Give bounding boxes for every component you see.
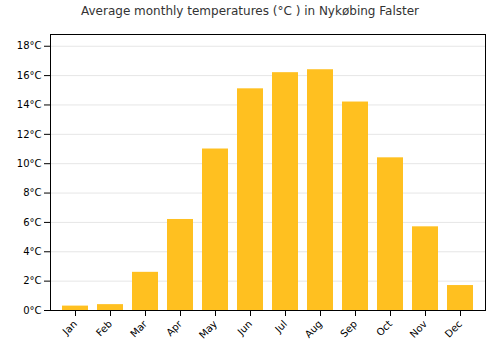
svg-text:Mar: Mar (128, 318, 150, 340)
html-text:Average monthly temperatures (: Average monthly temperatures (°C ) in Ny… (81, 4, 419, 18)
svg-text:Apr: Apr (164, 318, 185, 339)
svg-text:Aug: Aug (303, 318, 325, 340)
svg-text:10°C: 10°C (17, 158, 42, 169)
svg-text:Feb: Feb (94, 318, 114, 338)
svg-text:2°C: 2°C (23, 275, 41, 286)
svg-text:18°C: 18°C (17, 40, 42, 51)
svg-text:Sep: Sep (338, 318, 359, 339)
svg-text:14°C: 14°C (17, 99, 42, 110)
svg-text:4°C: 4°C (23, 246, 41, 257)
svg-text:16°C: 16°C (17, 70, 42, 81)
svg-text:Jul: Jul (272, 318, 289, 335)
svg-text:May: May (197, 318, 219, 340)
svg-text:Jan: Jan (60, 318, 79, 337)
svg-text:6°C: 6°C (23, 217, 41, 228)
svg-text:Jun: Jun (235, 318, 255, 338)
svg-text:8°C: 8°C (23, 187, 41, 198)
svg-text:12°C: 12°C (17, 129, 42, 140)
svg-text:Nov: Nov (408, 318, 430, 340)
svg-text:Oct: Oct (374, 318, 394, 338)
svg-text:0°C: 0°C (23, 305, 41, 316)
svg-text:Dec: Dec (443, 318, 464, 339)
